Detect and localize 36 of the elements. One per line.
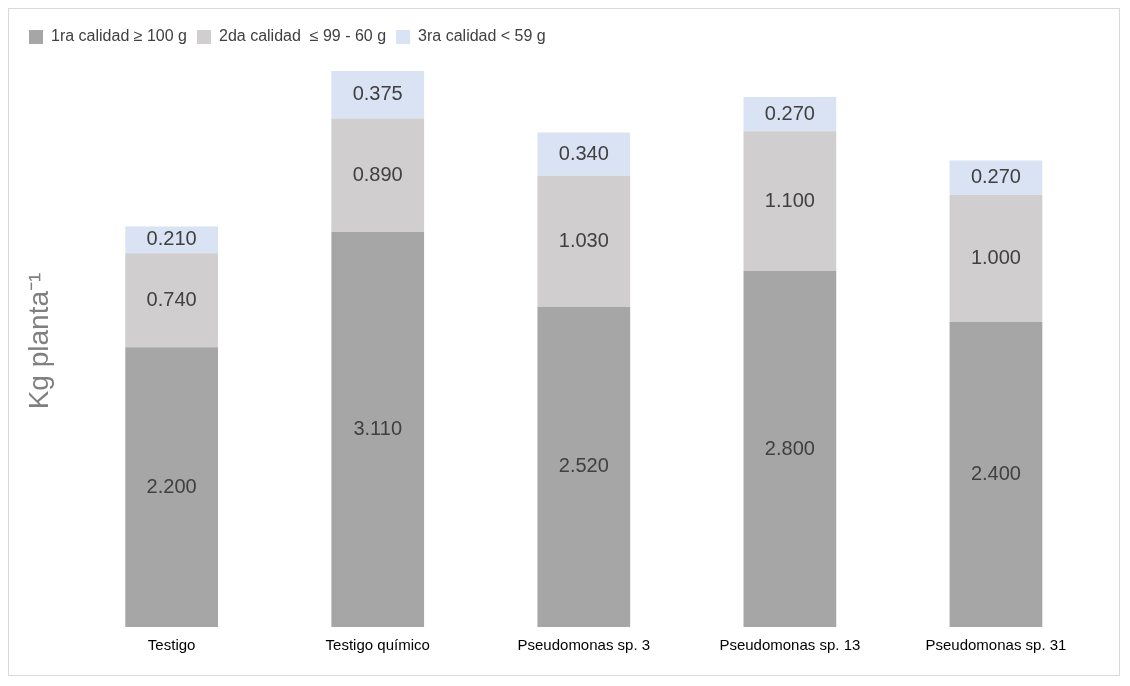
- x-tick-label: Testigo químico: [325, 636, 430, 654]
- bar: [331, 70, 425, 119]
- data-label: 3.110: [353, 416, 403, 439]
- legend-label: 1ra calidad ≥ 100 g: [51, 27, 187, 45]
- bar: [331, 231, 425, 627]
- data-label: 0.210: [146, 227, 197, 250]
- bar: [125, 347, 219, 627]
- y-axis-title: Kg planta⁻¹: [22, 272, 54, 410]
- data-label: 2.800: [764, 436, 815, 459]
- data-label: 2.200: [146, 474, 197, 497]
- data-label: 0.375: [352, 82, 403, 105]
- x-tick-label: Pseudomonas sp. 13: [719, 636, 861, 654]
- data-label: 0.340: [558, 141, 609, 164]
- data-label: 0.270: [970, 165, 1021, 188]
- bar: [537, 132, 631, 176]
- data-label: 1.000: [970, 245, 1021, 268]
- data-label: 2.400: [970, 461, 1021, 484]
- bar: [537, 306, 631, 627]
- legend-label: 2da calidad ≤ 99 - 60 g: [218, 27, 387, 45]
- data-label: 1.100: [764, 188, 815, 211]
- data-label: 0.740: [146, 287, 197, 310]
- bar: [331, 118, 425, 232]
- bar: [743, 271, 837, 627]
- data-label: 2.520: [558, 454, 609, 477]
- bar: [537, 175, 631, 307]
- legend-label: 3ra calidad < 59 g: [418, 27, 546, 45]
- data-label: 1.030: [558, 228, 609, 251]
- data-label: 0.270: [764, 101, 815, 124]
- x-tick-label: Pseudomonas sp. 31: [925, 636, 1067, 654]
- x-tick-label: Testigo: [147, 636, 196, 654]
- data-label: 0.890: [352, 162, 403, 185]
- bar: [949, 194, 1043, 322]
- bar: [743, 131, 837, 272]
- bar: [125, 253, 219, 348]
- bar: [949, 321, 1043, 627]
- x-tick-label: Pseudomonas sp. 3: [517, 636, 651, 654]
